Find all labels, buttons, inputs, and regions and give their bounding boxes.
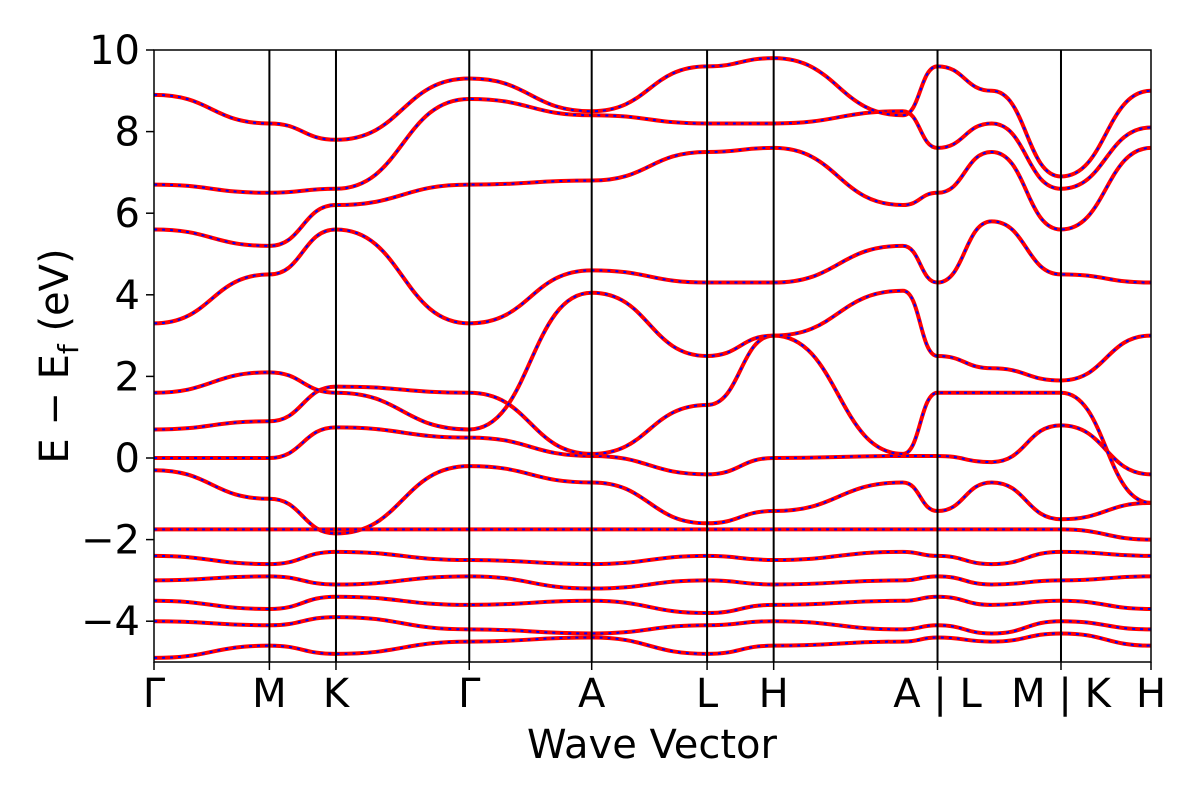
band-line-0 [153, 464, 1152, 536]
y-tick-label-6: 8 [115, 110, 140, 156]
band-line-overlay-0 [153, 465, 1152, 535]
band-line-1 [153, 423, 1152, 477]
band-line-9 [153, 549, 1152, 567]
y-axis-title-e2: E [32, 354, 78, 379]
x-tick-label-6: H [759, 671, 789, 717]
band-line-11 [153, 594, 1152, 616]
y-axis-ticks: −4 −2 0 2 4 6 8 10 [81, 28, 154, 645]
band-line-8 [154, 527, 1152, 542]
y-tick-label-2: 0 [115, 436, 140, 482]
y-axis-title-subscript: f [52, 343, 85, 354]
y-axis-title-e1: E [32, 438, 78, 463]
band-line-10 [153, 574, 1152, 591]
x-axis-title: Wave Vector [527, 722, 778, 768]
x-tick-label-8: M | K [1011, 671, 1112, 717]
band-line-overlay-11 [153, 595, 1152, 615]
band-line-overlay-7 [153, 57, 1152, 178]
band-line-overlay-5 [153, 146, 1152, 247]
band-line-overlay-4 [153, 220, 1152, 325]
band-line-4 [153, 219, 1152, 326]
kpoint-lines [268, 50, 1062, 662]
band-line-7 [153, 56, 1152, 179]
y-axis-title: E − Ef (eV) [32, 248, 85, 463]
band-line-3 [153, 288, 1152, 432]
x-tick-label-2: K [323, 671, 351, 717]
plot-frame [153, 49, 1152, 663]
band-line-overlay-10 [153, 575, 1152, 590]
y-tick-label-7: 10 [89, 28, 140, 74]
band-line-13 [153, 631, 1152, 660]
x-tick-label-0: Γ [143, 671, 166, 717]
band-line-overlay-3 [153, 289, 1152, 431]
band-lines [153, 56, 1152, 660]
y-tick-label-0: −4 [81, 599, 140, 645]
y-tick-label-5: 6 [115, 191, 140, 237]
band-line-overlay-1 [153, 424, 1152, 476]
band-line-overlay-6 [153, 97, 1152, 194]
y-tick-label-4: 4 [115, 273, 140, 319]
x-tick-label-9: H [1136, 671, 1166, 717]
y-axis-title-unit: (eV) [32, 248, 78, 344]
x-tick-label-1: M [252, 671, 287, 717]
band-line-6 [153, 96, 1152, 195]
band-line-overlay-8 [154, 528, 1152, 541]
x-tick-label-7: A | L [893, 671, 982, 717]
band-line-overlay-2 [153, 334, 1152, 504]
y-tick-label-3: 2 [115, 354, 140, 400]
x-tick-label-3: Γ [458, 671, 481, 717]
y-tick-label-1: −2 [81, 518, 140, 564]
y-axis-title-minus: − [32, 379, 78, 438]
x-tick-label-4: A [578, 671, 606, 717]
band-line-5 [153, 145, 1152, 248]
x-tick-label-5: L [696, 671, 719, 717]
band-line-2 [153, 333, 1152, 505]
band-line-12 [153, 615, 1152, 636]
